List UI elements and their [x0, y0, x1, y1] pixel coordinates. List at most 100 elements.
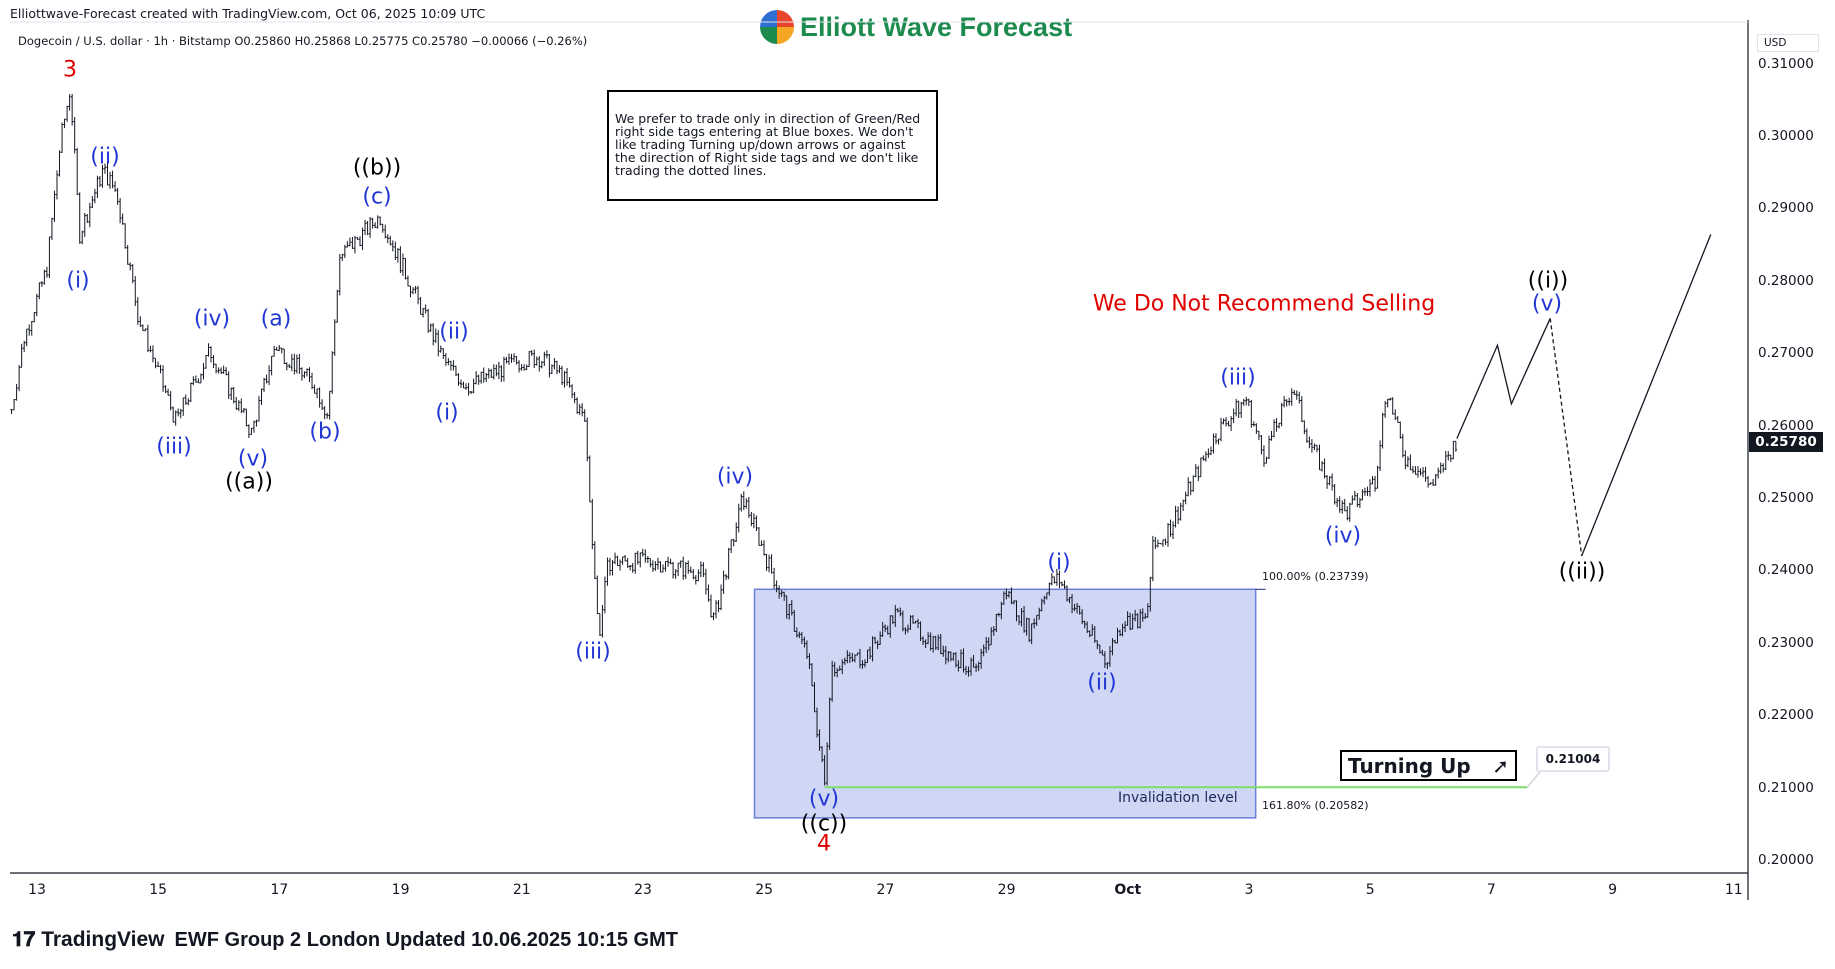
ohlc-bar: [1434, 473, 1437, 486]
y-tick-label: 0.23000: [1758, 634, 1814, 651]
ohlc-bar: [187, 398, 190, 406]
ohlc-bar: [1050, 573, 1054, 586]
ohlc-bar: [522, 364, 526, 371]
wave-label: (iii): [575, 639, 611, 665]
ohlc-bar: [290, 354, 294, 372]
ohlc-bar: [1227, 420, 1230, 427]
ohlc-bar: [1002, 591, 1006, 605]
projection-dashed-line: [1549, 318, 1583, 557]
ohlc-bar: [841, 659, 844, 675]
ohlc-bar: [1017, 615, 1021, 626]
ohlc-bar: [1139, 609, 1142, 629]
ohlc-bar: [48, 236, 51, 278]
ohlc-bar: [432, 323, 435, 346]
ohlc-bar: [959, 649, 963, 669]
ohlc-bar: [308, 367, 311, 383]
x-tick-label: 7: [1486, 882, 1496, 898]
arrow-up-right-icon: ➚: [1492, 753, 1509, 778]
ohlc-bar: [1298, 391, 1301, 404]
ohlc-bar: [1386, 398, 1389, 408]
ohlc-bar: [919, 621, 922, 641]
ohlc-bar: [639, 552, 642, 568]
ohlc-bar: [449, 360, 453, 371]
wave-label: (iii): [156, 434, 192, 460]
ohlc-bar: [1000, 601, 1003, 620]
ohlc-bar: [545, 350, 549, 359]
ohlc-bar: [1368, 479, 1372, 497]
ohlc-bar: [702, 562, 705, 577]
ohlc-bar: [909, 615, 912, 631]
ohlc-bar: [1245, 396, 1248, 406]
ohlc-bar: [575, 397, 579, 414]
ohlc-bar: [934, 636, 937, 650]
ohlc-bar: [303, 371, 306, 379]
ohlc-bar: [995, 613, 998, 633]
x-tick-label: 5: [1365, 882, 1375, 898]
ohlc-bar: [123, 223, 127, 249]
ohlc-bar: [1328, 476, 1331, 486]
ohlc-bar: [798, 631, 801, 639]
ohlc-bar: [1229, 416, 1233, 431]
ohlc-bar: [1351, 495, 1354, 505]
ohlc-bar: [492, 364, 496, 380]
ohlc-bar: [96, 175, 99, 199]
ohlc-bar: [505, 356, 508, 364]
ohlc-bar: [235, 397, 238, 411]
ohlc-bar: [1366, 486, 1369, 496]
y-tick-label: 0.22000: [1758, 707, 1814, 724]
ohlc-bar: [1068, 597, 1071, 604]
ohlc-bar: [391, 240, 395, 252]
ohlc-bar: [1194, 464, 1197, 478]
ohlc-bar: [1078, 605, 1081, 615]
ohlc-bar: [1305, 428, 1309, 443]
wave-label: (iii): [1220, 365, 1256, 391]
ohlc-bar: [1202, 455, 1205, 461]
ohlc-bar: [485, 372, 488, 383]
ohlc-bar: [1015, 600, 1018, 622]
ohlc-bar: [194, 375, 198, 383]
ohlc-bar: [987, 637, 990, 651]
ohlc-bar: [762, 540, 766, 556]
ohlc-bar: [227, 371, 230, 399]
ohlc-bar: [788, 604, 791, 620]
ohlc-bar: [901, 610, 905, 632]
ohlc-bar: [926, 632, 930, 645]
ohlc-bar: [591, 498, 594, 550]
ohlc-bar: [1272, 419, 1276, 438]
ohlc-bar: [416, 285, 420, 305]
ohlc-bar: [889, 615, 892, 638]
ohlc-bar: [126, 244, 129, 265]
ohlc-bar: [70, 93, 74, 126]
ohlc-bar: [1234, 398, 1238, 417]
ohlc-bar: [924, 639, 927, 649]
ohlc-bar: [12, 399, 16, 411]
ohlc-bar: [1126, 611, 1129, 626]
ohlc-bar: [1247, 398, 1250, 407]
ohlc-bar: [558, 365, 561, 374]
ohlc-bar: [742, 491, 745, 511]
ohlc-bar: [578, 404, 581, 415]
ohlc-bar: [616, 555, 619, 567]
ohlc-bar: [654, 561, 657, 571]
ohlc-bar: [262, 377, 266, 392]
ohlc-bar: [515, 356, 518, 365]
ohlc-bar: [1318, 444, 1321, 471]
ohlc-bar: [1171, 521, 1175, 540]
x-tick-label: 25: [755, 882, 774, 898]
ohlc-bar: [676, 562, 680, 577]
wave-label: (i): [66, 268, 90, 294]
ohlc-bar: [697, 569, 700, 582]
ohlc-bar: [305, 368, 309, 377]
ohlc-bar: [636, 550, 639, 565]
ohlc-bar: [1103, 651, 1107, 669]
wave-label: ((ii)): [1558, 559, 1606, 585]
wave-label: (a): [260, 306, 292, 332]
ohlc-bar: [1416, 466, 1420, 478]
ohlc-bar: [116, 188, 119, 205]
wave-label: (v): [1531, 291, 1563, 317]
ohlc-bar: [644, 549, 647, 563]
ohlc-bar: [406, 275, 410, 287]
ohlc-bar: [1212, 433, 1215, 454]
currency-label[interactable]: USD: [1757, 34, 1819, 52]
